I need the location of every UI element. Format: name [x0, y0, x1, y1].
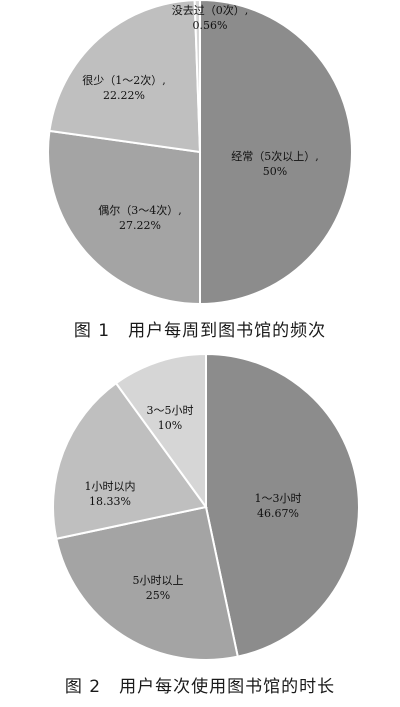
slice-label: 1～3小时 [255, 492, 302, 505]
figure-1-caption: 图 1 用户每周到图书馆的频次 [73, 321, 327, 341]
slice-value-label: 46.67% [257, 507, 299, 520]
slice-value-label: 18.33% [89, 495, 131, 508]
slice-value-label: 10% [158, 419, 182, 432]
pie-slice [199, 0, 353, 306]
slice-value-label: 50% [263, 165, 287, 178]
pie-slice [47, 129, 201, 306]
slice-label: 偶尔（3～4次）, [98, 203, 182, 217]
slice-value-label: 25% [146, 589, 170, 602]
pie-slice [193, 0, 201, 153]
slice-label: 经常（5次以上）, [231, 149, 319, 163]
pie-slice [114, 352, 207, 511]
pie-slice [52, 381, 208, 540]
slice-value-label: 27.22% [119, 219, 161, 232]
pie-slice [205, 352, 360, 658]
slice-label: 没去过（0次）, [172, 3, 249, 17]
slice-value-label: 22.22% [103, 89, 145, 102]
slice-label: 1小时以内 [85, 479, 136, 493]
pie-chart-usage-duration: 1～3小时 46.67% 5小时以上 25% 1小时以内 18.33% 3～5小时 10% [52, 352, 360, 661]
slice-label: 5小时以上 [133, 574, 184, 587]
pie-chart-visit-frequency: 经常（5次以上）, 50% 偶尔（3～4次）, 27.22% 很少（1～2次）, 22.2… [47, 0, 353, 306]
slice-value-label: 0.56% [193, 19, 228, 32]
slice-label: 3～5小时 [147, 404, 194, 417]
figure-2-caption: 图 2 用户每次使用图书馆的时长 [64, 677, 336, 697]
pie-slice [55, 505, 239, 661]
pie-slice [48, 0, 202, 154]
slice-label: 很少（1～2次）, [82, 73, 166, 87]
